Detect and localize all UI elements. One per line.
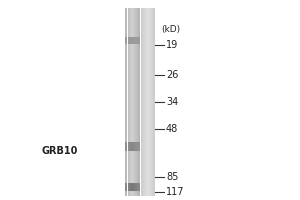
Bar (134, 142, 135, 151)
Bar (137, 142, 138, 151)
Text: 48: 48 (166, 124, 178, 134)
Text: 34: 34 (166, 97, 178, 107)
Bar (132, 37, 133, 44)
Bar (126, 37, 127, 44)
Bar (135, 37, 136, 44)
Bar (128, 37, 129, 44)
Bar (138, 142, 139, 151)
Bar (130, 183, 131, 191)
Bar (135, 142, 136, 151)
Bar (129, 142, 130, 151)
Bar (124, 183, 125, 191)
Text: 85: 85 (166, 172, 178, 182)
Bar (126, 183, 127, 191)
Bar (134, 183, 135, 191)
Bar (127, 183, 128, 191)
Bar (128, 142, 129, 151)
Bar (138, 183, 139, 191)
Bar (132, 142, 133, 151)
Text: 19: 19 (166, 40, 178, 50)
Bar (136, 142, 137, 151)
Text: GRB10: GRB10 (42, 146, 78, 156)
Bar (131, 37, 132, 44)
Bar (127, 37, 128, 44)
Bar (139, 37, 140, 44)
Bar (139, 142, 140, 151)
Bar (124, 37, 125, 44)
Bar (133, 142, 134, 151)
Bar (125, 183, 126, 191)
Bar (137, 37, 138, 44)
Bar (136, 183, 137, 191)
Bar (131, 183, 132, 191)
Bar (136, 37, 137, 44)
Bar (129, 183, 130, 191)
Text: 117: 117 (166, 187, 184, 197)
Bar (126, 142, 127, 151)
Bar (135, 183, 136, 191)
Bar (133, 37, 134, 44)
Bar (136, 183, 137, 191)
Bar (127, 142, 128, 151)
Bar (132, 183, 133, 191)
Bar (128, 183, 129, 191)
Bar (125, 142, 126, 151)
Bar (136, 142, 137, 151)
Bar (125, 37, 126, 44)
Bar (124, 142, 125, 151)
Bar (130, 37, 131, 44)
Bar (129, 37, 130, 44)
Bar (133, 183, 134, 191)
Bar (137, 183, 138, 191)
Text: (kD): (kD) (161, 25, 181, 34)
Bar (130, 142, 131, 151)
Bar (131, 142, 132, 151)
Bar (134, 37, 135, 44)
Text: 26: 26 (166, 70, 178, 80)
Bar (138, 37, 139, 44)
Bar (139, 183, 140, 191)
Bar (136, 37, 137, 44)
